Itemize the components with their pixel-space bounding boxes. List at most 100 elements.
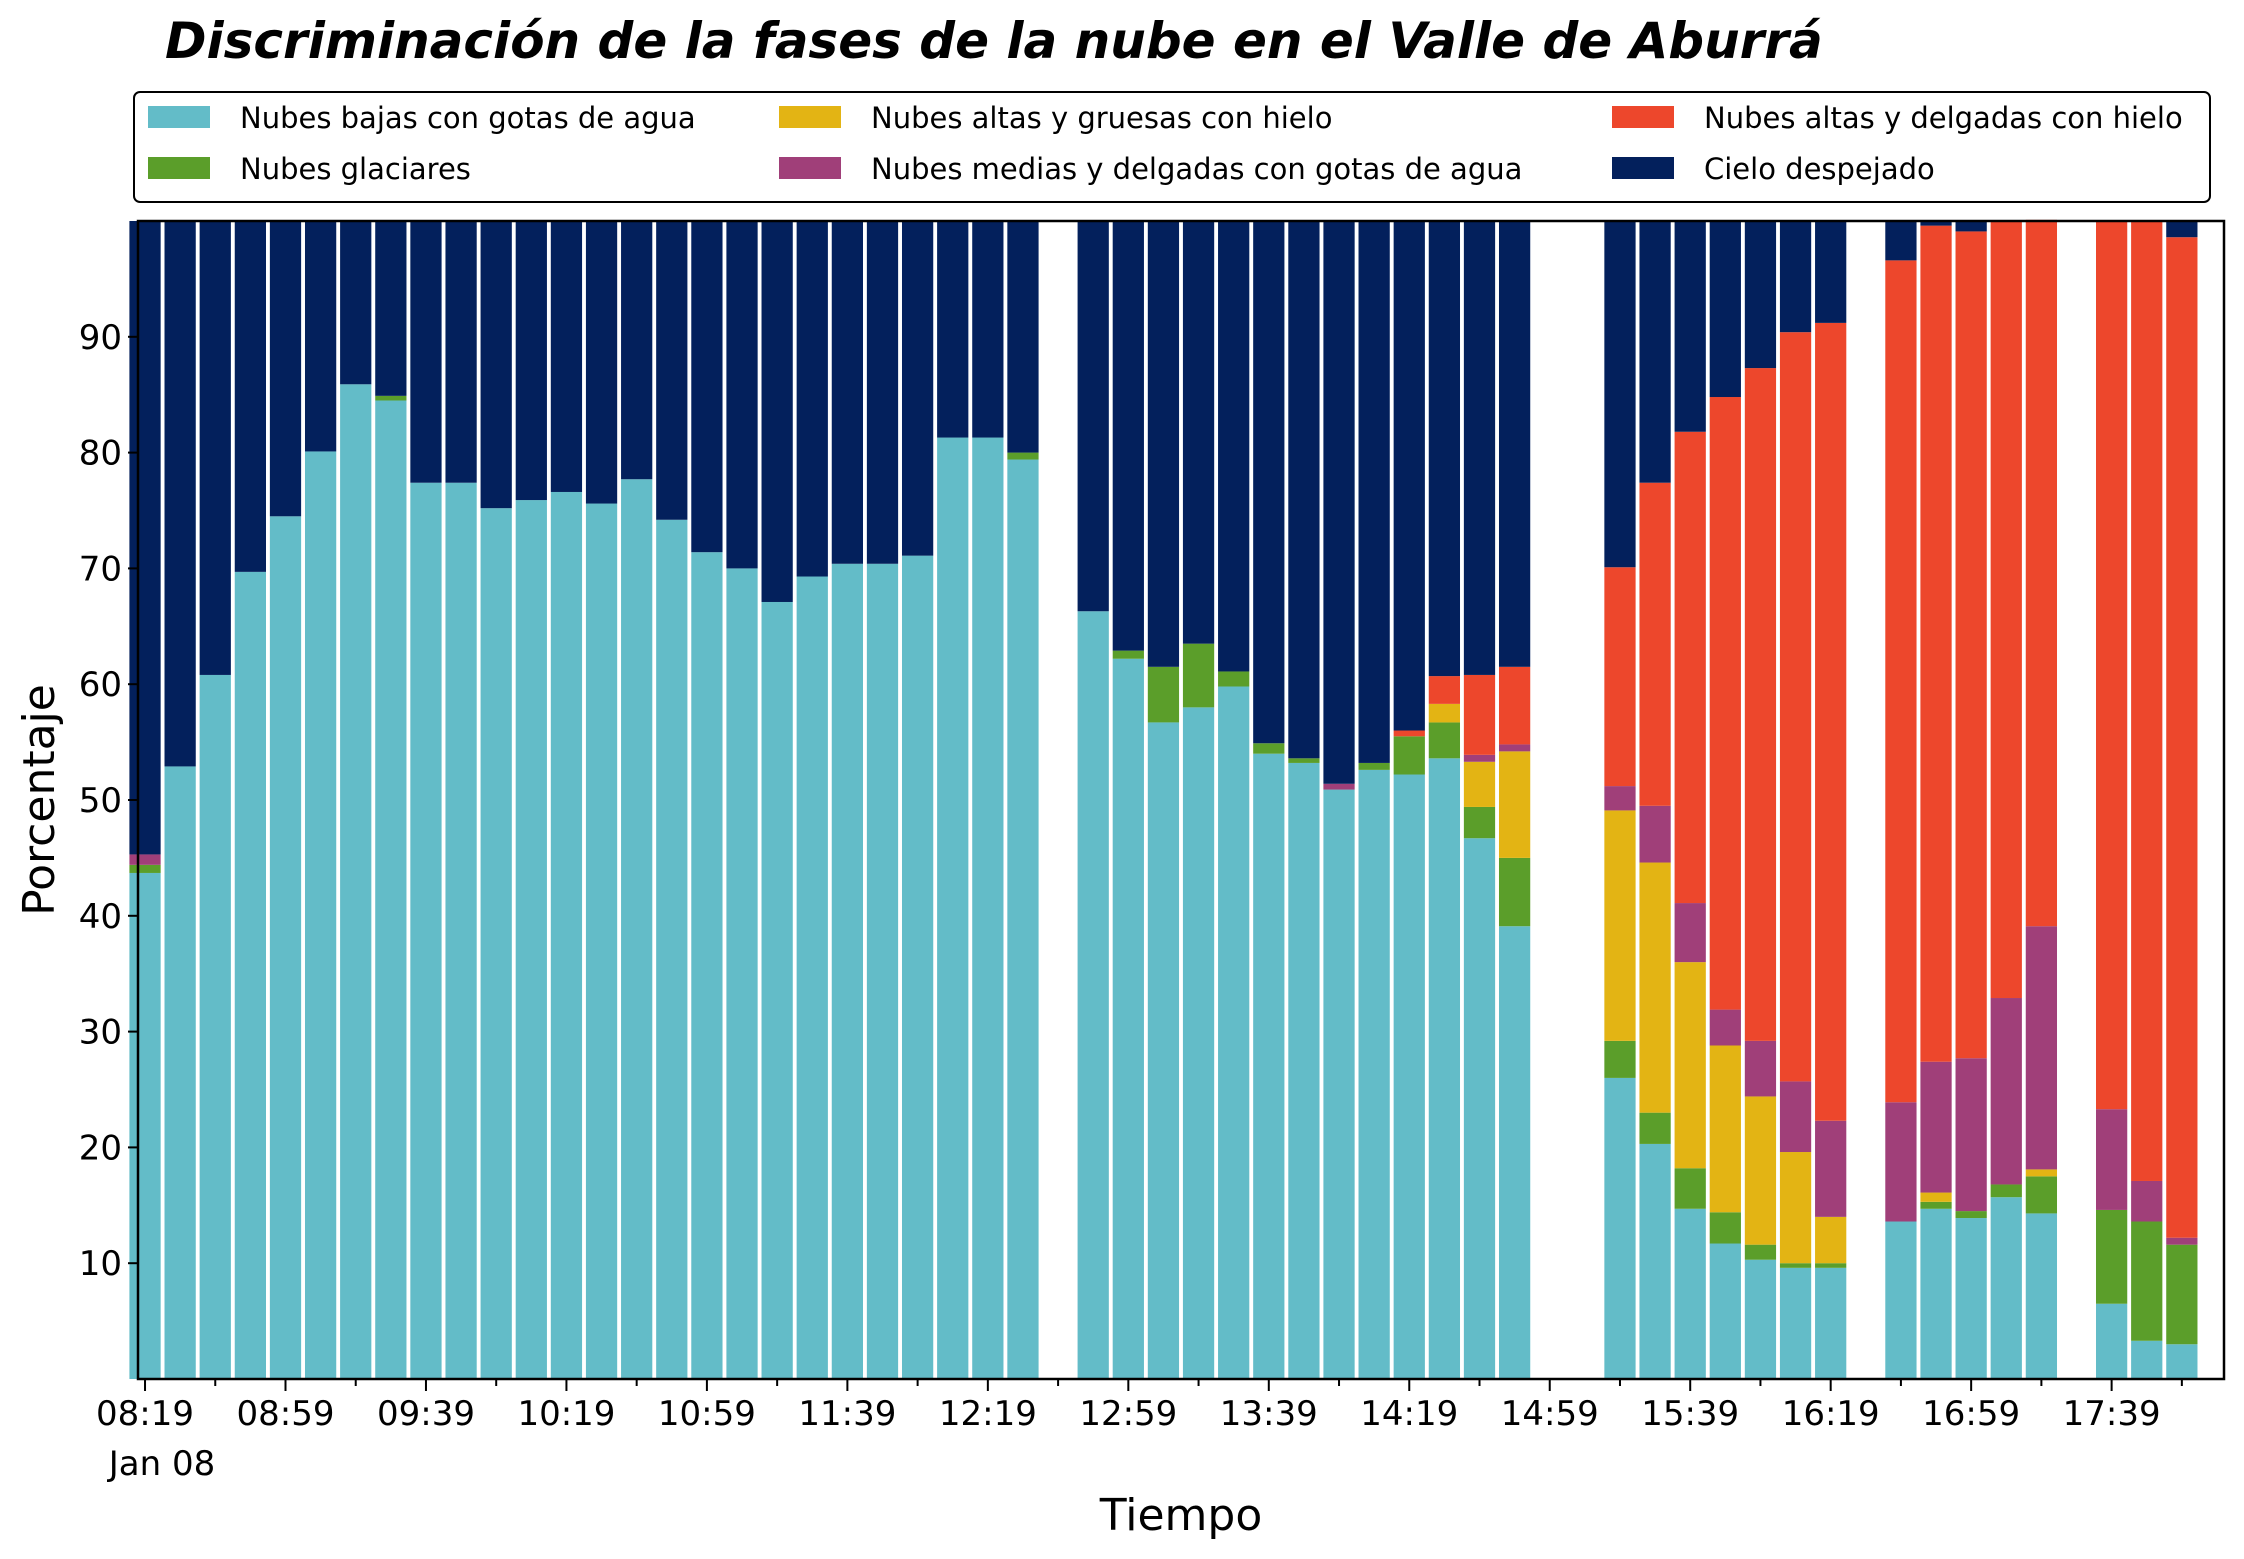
bar-segment (1744, 221, 1777, 369)
bar-segment (1709, 221, 1741, 398)
bar-segment (199, 221, 231, 675)
bar-segment (129, 872, 161, 1379)
bar-segment (2131, 1340, 2163, 1379)
bar-segment (1323, 783, 1355, 790)
bar-segment (656, 221, 688, 520)
bar-segment (2166, 1237, 2198, 1245)
bar-segment (2096, 1209, 2128, 1304)
bar-segment (2131, 1180, 2163, 1222)
bar-segment (1498, 221, 1531, 667)
x-tick-label: 10:19 (517, 1394, 615, 1434)
bar-segment (1428, 676, 1461, 704)
bar-segment (1639, 221, 1671, 483)
y-tick-label: 80 (79, 434, 122, 474)
x-date-label: Jan 08 (107, 1444, 215, 1484)
bar-segment (1674, 1208, 1706, 1379)
bar-segment (1955, 1218, 1987, 1379)
bar-segment (1358, 221, 1390, 763)
bar-segment (234, 221, 266, 572)
bar-segment (1885, 221, 1917, 261)
bar-segment (375, 221, 407, 396)
bar-segment (164, 766, 196, 1379)
legend: Nubes bajas con gotas de agua Nubes glaci… (133, 91, 2211, 203)
bar-segment (1393, 774, 1425, 1379)
bar-segment (1428, 722, 1461, 759)
bar-segment (1639, 482, 1671, 806)
bar-segment (550, 221, 583, 492)
bar-segment (1498, 744, 1531, 752)
bar-segment (1920, 225, 1952, 1062)
bar-segment (1218, 671, 1250, 687)
bar-segment (1744, 1040, 1777, 1097)
legend-frame (133, 91, 2211, 203)
y-tick-label: 70 (79, 549, 122, 589)
bar-segment (1920, 221, 1952, 226)
bar-segment (2025, 1213, 2058, 1379)
bar-segment (199, 674, 231, 1379)
bar-segment (1990, 1197, 2022, 1379)
bar-segment (1674, 903, 1706, 963)
bar-segment (1358, 762, 1390, 770)
bar-segment (901, 555, 934, 1379)
bar-segment (1674, 221, 1706, 432)
bar-segment (831, 221, 863, 564)
bar-segment (1182, 643, 1215, 708)
bar-segment (1885, 1221, 1917, 1379)
bar-segment (1779, 1267, 1812, 1379)
bar-segment (1288, 221, 1320, 759)
y-tick-label: 10 (79, 1244, 122, 1284)
bar-segment (1007, 452, 1039, 460)
bar-segment (1815, 1267, 1847, 1379)
chart-title: Discriminación de la fases de la nube en… (165, 12, 1823, 70)
bar-segment (445, 221, 477, 483)
bars (129, 219, 2198, 1380)
bar-segment (1077, 611, 1109, 1379)
x-tick-label: 11:39 (798, 1394, 896, 1434)
bar-segment (866, 221, 899, 564)
bar-segment (1604, 221, 1636, 568)
bar-segment (375, 400, 407, 1379)
bar-segment (410, 482, 442, 1380)
bar-segment (164, 221, 196, 767)
bar-segment (656, 519, 688, 1379)
bar-segment (1323, 221, 1355, 784)
bar-segment (1955, 221, 1987, 232)
bar-segment (129, 854, 161, 865)
bar-segment (1393, 736, 1425, 775)
bar-segment (1393, 221, 1425, 731)
bar-segment (1920, 1061, 1952, 1193)
x-tick-label: 16:59 (1922, 1394, 2020, 1434)
bar-segment (1885, 260, 1917, 1103)
x-tick-label: 08:19 (96, 1394, 194, 1434)
bar-segment (1955, 231, 1987, 1059)
x-tick-label: 12:19 (939, 1394, 1037, 1434)
bar-segment (1744, 1244, 1777, 1260)
y-axis: 10 20 30 40 50 60 70 80 90 (79, 318, 138, 1284)
bar-segment (410, 221, 442, 483)
bar-segment (1779, 1263, 1812, 1268)
bar-segment (1253, 753, 1285, 1379)
y-tick-label: 30 (79, 1013, 122, 1053)
bar-segment (1815, 1216, 1847, 1264)
bar-segment (1463, 806, 1496, 839)
bar-segment (2131, 1221, 2163, 1341)
bar-segment (1920, 1201, 1952, 1209)
bar-segment (585, 503, 618, 1379)
bar-segment (1709, 1243, 1741, 1379)
bar-segment (1709, 1045, 1741, 1213)
bar-segment (1920, 1192, 1952, 1202)
bar-segment (1218, 221, 1250, 672)
bar-segment (1253, 743, 1285, 754)
bar-segment (1147, 221, 1180, 667)
y-axis-label: Porcentaje (14, 684, 65, 916)
bar-segment (1007, 459, 1039, 1379)
legend-label: Nubes medias y delgadas con gotas de agu… (871, 152, 1522, 186)
bar-segment (2025, 219, 2058, 927)
legend-swatch (1612, 157, 1674, 179)
y-tick-label: 50 (79, 781, 122, 821)
bar-segment (340, 384, 372, 1379)
bar-segment (480, 508, 512, 1379)
bar-segment (1709, 1212, 1741, 1244)
bar-segment (621, 479, 653, 1380)
